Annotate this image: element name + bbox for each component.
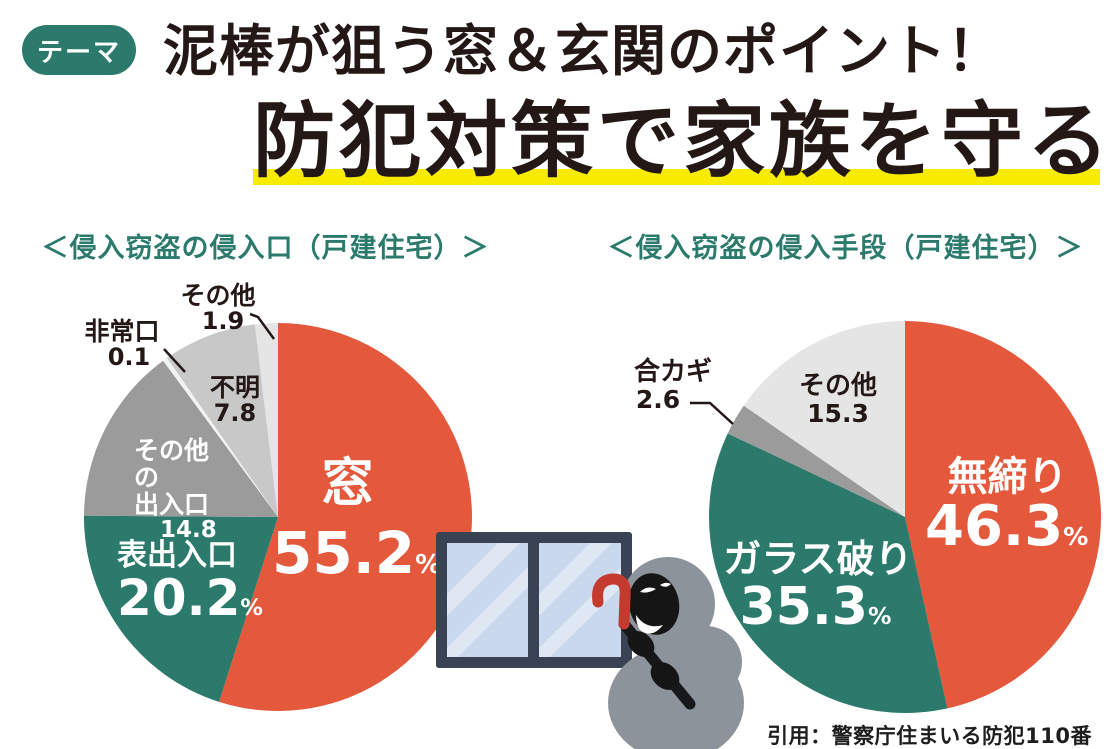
burglar-grin — [636, 615, 663, 634]
burglar-glove — [627, 631, 655, 657]
crowbar-hook — [592, 573, 631, 630]
pie-chart-entry-points — [83, 323, 472, 711]
pie-slice-窓 — [219, 323, 472, 711]
pie-slice-無締り — [905, 321, 1102, 709]
pie2-label-duplicate-key: 合カギ 2.6 — [633, 357, 712, 415]
pie2-value-unlocked: 46.3% — [925, 494, 1089, 559]
pie2-label-glass-breaking: ガラス破り — [723, 537, 913, 581]
pie-slice-その他 — [254, 323, 278, 517]
pie-slice-その他の出入口 — [84, 360, 278, 517]
burglar-with-crowbar-illustration — [592, 557, 744, 749]
pie1-label-window: 窓 — [321, 454, 374, 514]
pie1-value-front-entrance: 20.2% — [117, 569, 263, 627]
burglar-eye-icon — [640, 587, 656, 593]
pie-slice-表出入口 — [83, 515, 278, 702]
pie1-label-emergency-exit: 非常口 0.1 — [84, 317, 160, 371]
pie1-value-window: 55.2% — [272, 519, 442, 587]
page-title-line1: 泥棒が狙う窓＆玄関のポイント！ — [163, 19, 1004, 83]
pie-slice-不明 — [166, 324, 278, 517]
right-chart-heading: ＜侵入窃盗の侵入手段（戸建住宅）＞ — [607, 233, 1084, 264]
burglar-glove — [650, 662, 680, 690]
burglar-eye-icon — [660, 582, 671, 587]
pie-slice-ガラス破り — [709, 433, 948, 714]
pie1-label-front-entrance: 表出入口 — [117, 538, 237, 573]
window-illustration — [436, 532, 632, 668]
left-chart-heading: ＜侵入窃盗の侵入口（戸建住宅）＞ — [41, 233, 490, 264]
pie2-label-unlocked: 無締り — [947, 454, 1068, 500]
pie-slice-その他 — [743, 321, 905, 517]
theme-badge-label: テーマ — [36, 37, 121, 68]
pie1-label-other-doors: その他の 出入口 14.8 — [134, 436, 217, 543]
pie-slice-非常口 — [163, 357, 278, 517]
pie2-label-other: その他 15.3 — [798, 371, 877, 429]
pie-chart-entry-methods — [709, 321, 1102, 714]
title-yellow-underline — [253, 169, 1100, 185]
pie1-label-other: その他 1.9 — [180, 281, 256, 335]
page-title-line2: 防犯対策で家族を守る — [253, 94, 1114, 189]
pie1-label-unknown: 不明 7.8 — [209, 373, 260, 427]
pie2-value-glass-breaking: 35.3% — [739, 577, 892, 637]
pie-slice-合カギ — [727, 405, 905, 517]
theme-badge: テーマ — [22, 25, 136, 75]
burglar-face — [628, 573, 680, 635]
source-citation: 引用：警察庁住まいる防犯110番 — [767, 724, 1092, 748]
